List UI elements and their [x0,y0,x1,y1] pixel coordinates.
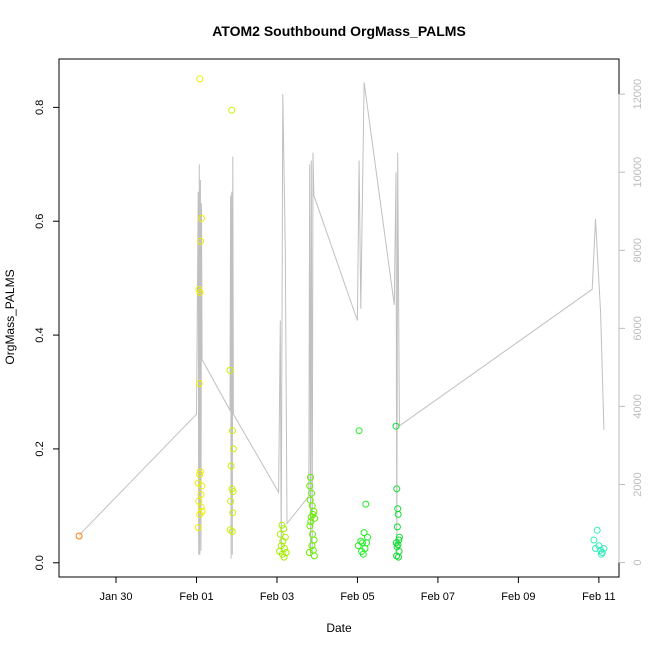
data-point [280,553,288,561]
data-point [229,427,236,435]
data-point [593,526,601,534]
data-point [195,380,203,387]
data-point [392,422,400,430]
data-point [360,529,368,537]
data-point [226,526,234,534]
data-point [279,537,287,545]
data-point [592,545,599,552]
data-point [359,550,367,558]
data-point [311,514,319,522]
x-tick-label: Feb 11 [582,591,615,603]
data-point [196,468,204,476]
y2-tick-label: 0 [632,559,644,565]
plot-frame [58,58,620,578]
y-tick-label: 0.8 [34,100,46,115]
data-point [354,542,362,550]
data-point [226,366,234,374]
y-tick-label: 0.6 [34,214,46,229]
data-point [590,536,598,544]
data-point [362,500,370,508]
data-point [307,518,315,526]
x-tick-label: Feb 09 [501,591,535,603]
altitude-series-line [78,82,605,559]
data-point [196,75,204,83]
data-point [197,237,205,245]
data-point [278,521,286,529]
y-tick-label: 0.4 [34,327,46,342]
data-point [196,510,204,518]
data-point [229,488,237,496]
data-point [276,530,284,538]
data-point [75,532,83,540]
y2-tick-label: 8000 [632,238,644,262]
chart-title: ATOM2 Southbound OrgMass_PALMS [212,23,466,39]
data-point [393,543,401,551]
x-axis: Jan 30 Feb 01 Feb 03 Feb 05 Feb 07 Feb 09 Feb … [99,576,616,603]
data-point [395,533,403,541]
data-point [308,542,316,550]
y-tick-label: 0.0 [34,555,46,570]
data-point [198,482,206,490]
data-point [197,491,205,498]
y2-tick-label: 4000 [632,394,644,418]
data-point [229,509,237,517]
data-point [305,549,313,556]
data-point [395,553,402,561]
data-point [600,545,608,552]
x-axis-label: Date [326,621,352,635]
points-layer [75,75,608,561]
y2-tick-label: 6000 [632,316,644,340]
data-point [306,522,314,530]
data-point [392,539,400,547]
data-point [364,533,371,541]
data-point [227,497,235,505]
data-point [228,106,236,114]
data-point [393,552,401,560]
data-point [393,523,401,531]
data-point [394,505,402,513]
y2-tick-label: 12000 [632,79,644,110]
y-axis-label: OrgMass_PALMS [3,269,17,364]
x-tick-label: Feb 07 [421,591,455,603]
data-point [194,524,202,531]
data-point [308,489,316,497]
y2-axis: 0 2000 4000 6000 8000 10000 12000 [618,79,644,566]
data-point [363,539,371,547]
data-point [307,513,315,521]
data-point [394,510,402,518]
data-point [229,445,237,453]
y-axis: 0.0 0.2 0.4 0.6 0.8 [34,100,60,570]
y-tick-label: 0.2 [34,441,46,456]
y2-tick-label: 2000 [632,472,644,496]
data-point [280,525,288,533]
data-point [355,427,363,435]
data-point [228,528,236,535]
data-point [307,473,314,481]
data-point [198,214,205,222]
data-point [310,508,318,515]
x-tick-label: Jan 30 [99,591,132,603]
data-point [196,471,204,478]
altitude-layer [78,82,605,559]
data-point [310,552,318,560]
y2-tick-label: 10000 [632,157,644,188]
data-point [597,550,605,558]
data-point [393,485,401,493]
data-point [196,288,204,296]
x-tick-label: Feb 03 [260,591,294,603]
x-tick-label: Feb 01 [179,591,213,603]
x-tick-label: Feb 05 [340,591,374,603]
data-point [306,482,314,490]
data-point [195,497,203,505]
data-point [197,503,205,511]
data-point [227,462,235,470]
